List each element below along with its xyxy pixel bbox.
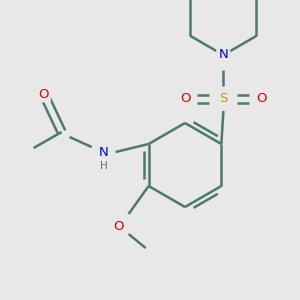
Text: N: N [218,50,228,64]
Text: H: H [100,161,107,171]
Text: N: N [218,49,228,62]
Text: O: O [38,88,49,100]
Text: O: O [256,92,267,106]
Text: S: S [219,92,228,106]
Text: N: N [99,146,109,158]
Text: O: O [113,220,124,232]
Text: O: O [180,92,190,106]
